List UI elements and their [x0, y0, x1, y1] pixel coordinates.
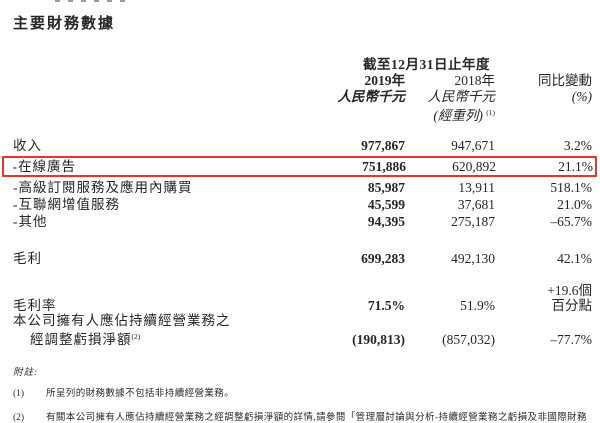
row-label: 毛利: [13, 251, 42, 266]
row-label: -互聯網增值服務: [13, 197, 120, 212]
value-change: 518.1%: [550, 180, 592, 195]
value-2019: 71.5%: [367, 298, 405, 313]
table-row-gross-margin: 毛利率 71.5% 51.9% 百分點: [13, 298, 592, 313]
value-change: 21.1%: [558, 159, 593, 174]
row-label: 收入: [13, 138, 42, 153]
cropped-text-fragment: [55, 0, 127, 2]
value-change: 21.0%: [557, 197, 592, 212]
table-row-adjusted-loss: 經調整虧損淨額(2) (190,813) (857,032) –77.7%: [13, 329, 592, 348]
footnotes-heading: 附註:: [13, 368, 39, 378]
value-change: –65.7%: [550, 214, 592, 229]
value-2018: 620,892: [452, 159, 496, 174]
table-row: 收入 977,867 947,671 3.2%: [13, 137, 592, 154]
value-2019: 977,867: [361, 138, 405, 153]
value-2019: 699,283: [361, 251, 405, 266]
value-2018: 51.9%: [460, 298, 495, 313]
header-unit-change: (%): [571, 89, 592, 104]
header-restated: (經重列) (1): [433, 108, 495, 123]
table-row: -高級訂閱服務及應用內購買 85,987 13,911 518.1%: [13, 179, 592, 196]
value-2019: 45,599: [367, 197, 405, 212]
footnotes-section: 附註: (1) 所呈列的財務數據不包括非持續經營業務。 (2) 有關本公司擁有人…: [13, 364, 592, 423]
header-period: 截至12月31日止年度: [363, 57, 490, 72]
table-row: -互聯網增值服務 45,599 37,681 21.0%: [13, 196, 592, 213]
footnote-text: 所呈列的財務數據不包括非持續經營業務。: [46, 389, 235, 399]
value-2018: 492,130: [451, 251, 495, 266]
header-unit-2018: 人民幣千元: [427, 89, 496, 104]
footnote-text: 有關本公司擁有人應佔持續經營業務之經調整虧損淨額的詳情,請參閱「管理層討論與分析…: [46, 412, 587, 423]
value-2018: 275,187: [451, 214, 495, 229]
header-col-change: 同比變動: [538, 73, 592, 88]
value-2019: 85,987: [367, 180, 405, 195]
table-header: 截至12月31日止年度 2019年 2018年 同比變動 人民幣千元 人民幣千元…: [13, 53, 593, 124]
header-unit-2019: 人民幣千元: [337, 89, 406, 104]
value-change: 42.1%: [557, 251, 592, 266]
table-row-adjusted-loss-label: 本公司擁有人應佔持續經營業務之: [13, 313, 592, 329]
footnote-number: (1): [13, 389, 25, 399]
value-change: –77.7%: [550, 332, 592, 347]
table-row-gross-profit: 毛利 699,283 492,130 42.1%: [13, 250, 592, 267]
footnote-ref-1: (1): [486, 108, 495, 117]
header-col-2018: 2018年: [454, 73, 496, 88]
row-label: -在線廣告: [12, 159, 76, 174]
highlight-box: -在線廣告 751,886 620,892 21.1%: [2, 156, 597, 177]
table-row-change-line1: +19.6個: [13, 283, 592, 298]
header-col-2019: 2019年: [364, 73, 406, 88]
page-title: 主要財務數據: [13, 15, 116, 32]
footnote-item: (1) 所呈列的財務數據不包括非持續經營業務。: [13, 388, 592, 402]
row-label-line1: 本公司擁有人應佔持續經營業務之: [13, 313, 231, 328]
footnote-item: (2) 有關本公司擁有人應佔持續經營業務之經調整虧損淨額的詳情,請參閱「管理層討…: [13, 412, 592, 423]
value-2018: 13,911: [458, 180, 495, 195]
row-label: 毛利率: [13, 298, 57, 313]
footnote-ref-2: (2): [131, 332, 141, 341]
footnote-number: (2): [13, 412, 25, 423]
value-2018: 37,681: [457, 197, 495, 212]
value-2019: 94,395: [367, 214, 405, 229]
table-row: -其他 94,395 275,187 –65.7%: [13, 213, 592, 230]
row-label-line2: 經調整虧損淨額(2): [30, 332, 141, 347]
financial-table: 截至12月31日止年度 2019年 2018年 同比變動 人民幣千元 人民幣千元…: [2, 53, 597, 348]
value-change: 3.2%: [563, 138, 592, 153]
row-label: -高級訂閱服務及應用內購買: [13, 180, 193, 195]
row-label: -其他: [13, 214, 48, 229]
value-2018: (857,032): [442, 332, 495, 347]
value-2019: 751,886: [362, 159, 406, 174]
value-2018: 947,671: [451, 138, 495, 153]
value-change-line1: +19.6個: [547, 283, 592, 298]
value-2019: (190,813): [352, 332, 405, 347]
value-change-line2: 百分點: [551, 298, 593, 313]
